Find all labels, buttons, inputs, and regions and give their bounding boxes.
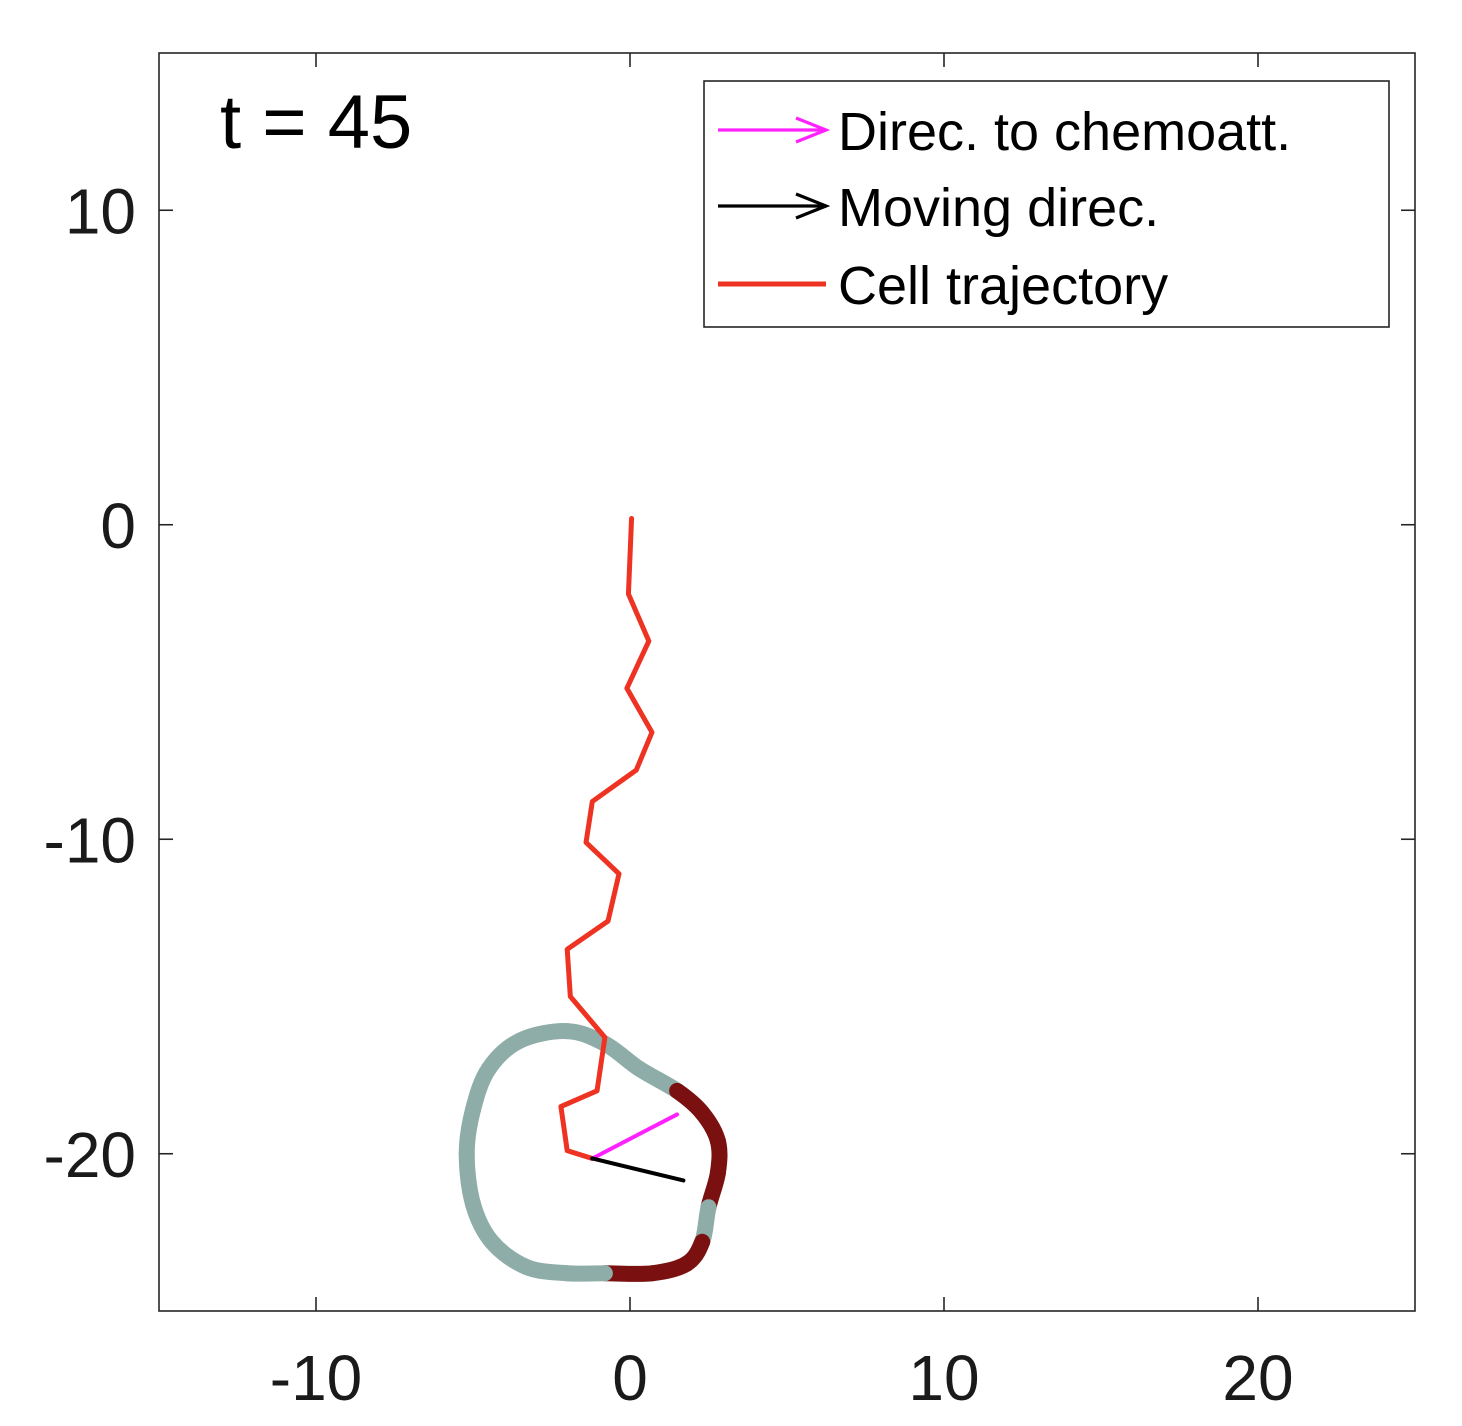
x-tick-label: 0 <box>612 1342 648 1414</box>
y-tick-label: -10 <box>44 804 137 876</box>
x-tick-label: -10 <box>270 1342 363 1414</box>
x-tick-label: 20 <box>1222 1342 1293 1414</box>
axis-ticks <box>159 53 1415 1311</box>
legend-label: Direc. to chemoatt. <box>838 102 1291 162</box>
y-tick-label: 10 <box>65 175 136 247</box>
moving-direction-line <box>590 1156 686 1183</box>
chemoattractant-direction-line <box>590 1112 680 1161</box>
legend-arrowhead <box>795 116 831 144</box>
legend-label: Cell trajectory <box>838 256 1168 316</box>
y-tick-label: 0 <box>100 490 136 562</box>
cell-trajectory-line <box>558 515 655 1161</box>
legend-arrowhead <box>795 192 831 220</box>
y-tick-label: -20 <box>44 1119 137 1191</box>
axis-tick-labels: -10 0 10 20 -20 -10 0 10 <box>44 175 1294 1414</box>
cell-boundary-segment <box>512 1023 576 1049</box>
legend-label: Moving direc. <box>838 178 1159 238</box>
plot-content <box>458 515 728 1282</box>
legend: Direc. to chemoatt. Moving direc. Cell tra… <box>703 80 1390 328</box>
time-annotation: t = 45 <box>220 80 412 165</box>
x-tick-label: 10 <box>908 1342 979 1414</box>
